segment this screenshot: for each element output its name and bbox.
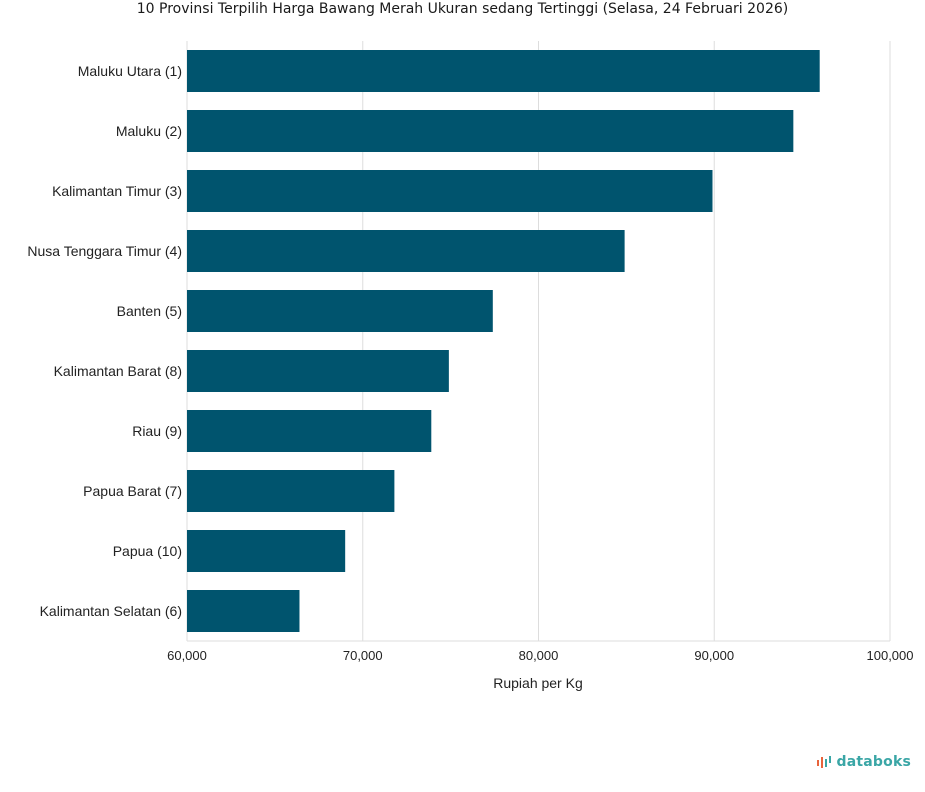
category-label: Riau (9): [132, 423, 182, 439]
x-axis-ticks: 60,000 70,000 80,000 90,000 100,000: [167, 648, 913, 663]
category-label: Papua (10): [113, 543, 182, 559]
category-label: Papua Barat (7): [83, 483, 182, 499]
brand-logo: databoks: [816, 754, 912, 770]
brand-name: databoks: [836, 754, 911, 770]
x-tick-label: 60,000: [167, 648, 207, 663]
bar[interactable]: [187, 530, 346, 572]
bar[interactable]: [187, 470, 395, 512]
bar[interactable]: [187, 230, 625, 272]
chart-title: 10 Provinsi Terpilih Harga Bawang Merah …: [136, 1, 789, 17]
x-tick-label: 80,000: [519, 648, 559, 663]
bar[interactable]: [187, 170, 713, 212]
bar[interactable]: [187, 290, 493, 332]
bar[interactable]: [187, 110, 794, 152]
bar[interactable]: [187, 590, 300, 632]
bar[interactable]: [187, 50, 820, 92]
category-label: Kalimantan Timur (3): [52, 183, 182, 199]
databoks-logo-icon: [816, 756, 831, 768]
category-label: Kalimantan Selatan (6): [40, 603, 182, 619]
category-label: Maluku Utara (1): [78, 63, 182, 79]
category-label: Nusa Tenggara Timur (4): [27, 243, 182, 259]
x-tick-label: 100,000: [867, 648, 914, 663]
category-label: Maluku (2): [116, 123, 182, 139]
bar-layer: [187, 50, 820, 632]
category-label: Kalimantan Barat (8): [54, 363, 182, 379]
x-axis-title: Rupiah per Kg: [493, 675, 583, 691]
bar[interactable]: [187, 350, 449, 392]
bar[interactable]: [187, 410, 432, 452]
x-tick-label: 90,000: [694, 648, 734, 663]
category-labels: Maluku Utara (1) Maluku (2) Kalimantan Tim…: [27, 63, 182, 619]
category-label: Banten (5): [117, 303, 182, 319]
x-tick-label: 70,000: [343, 648, 383, 663]
